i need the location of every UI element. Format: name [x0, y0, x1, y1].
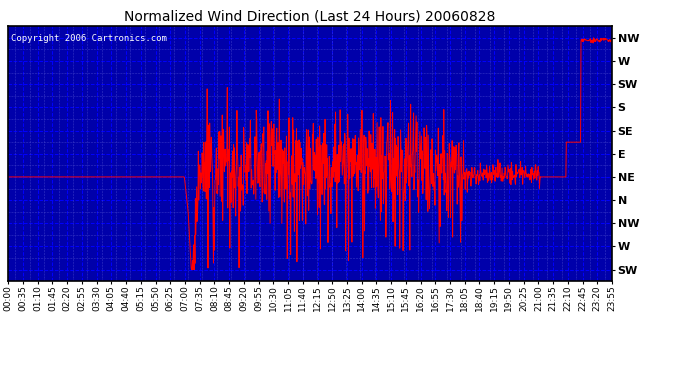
- Text: Copyright 2006 Cartronics.com: Copyright 2006 Cartronics.com: [11, 34, 167, 43]
- Title: Normalized Wind Direction (Last 24 Hours) 20060828: Normalized Wind Direction (Last 24 Hours…: [124, 10, 496, 24]
